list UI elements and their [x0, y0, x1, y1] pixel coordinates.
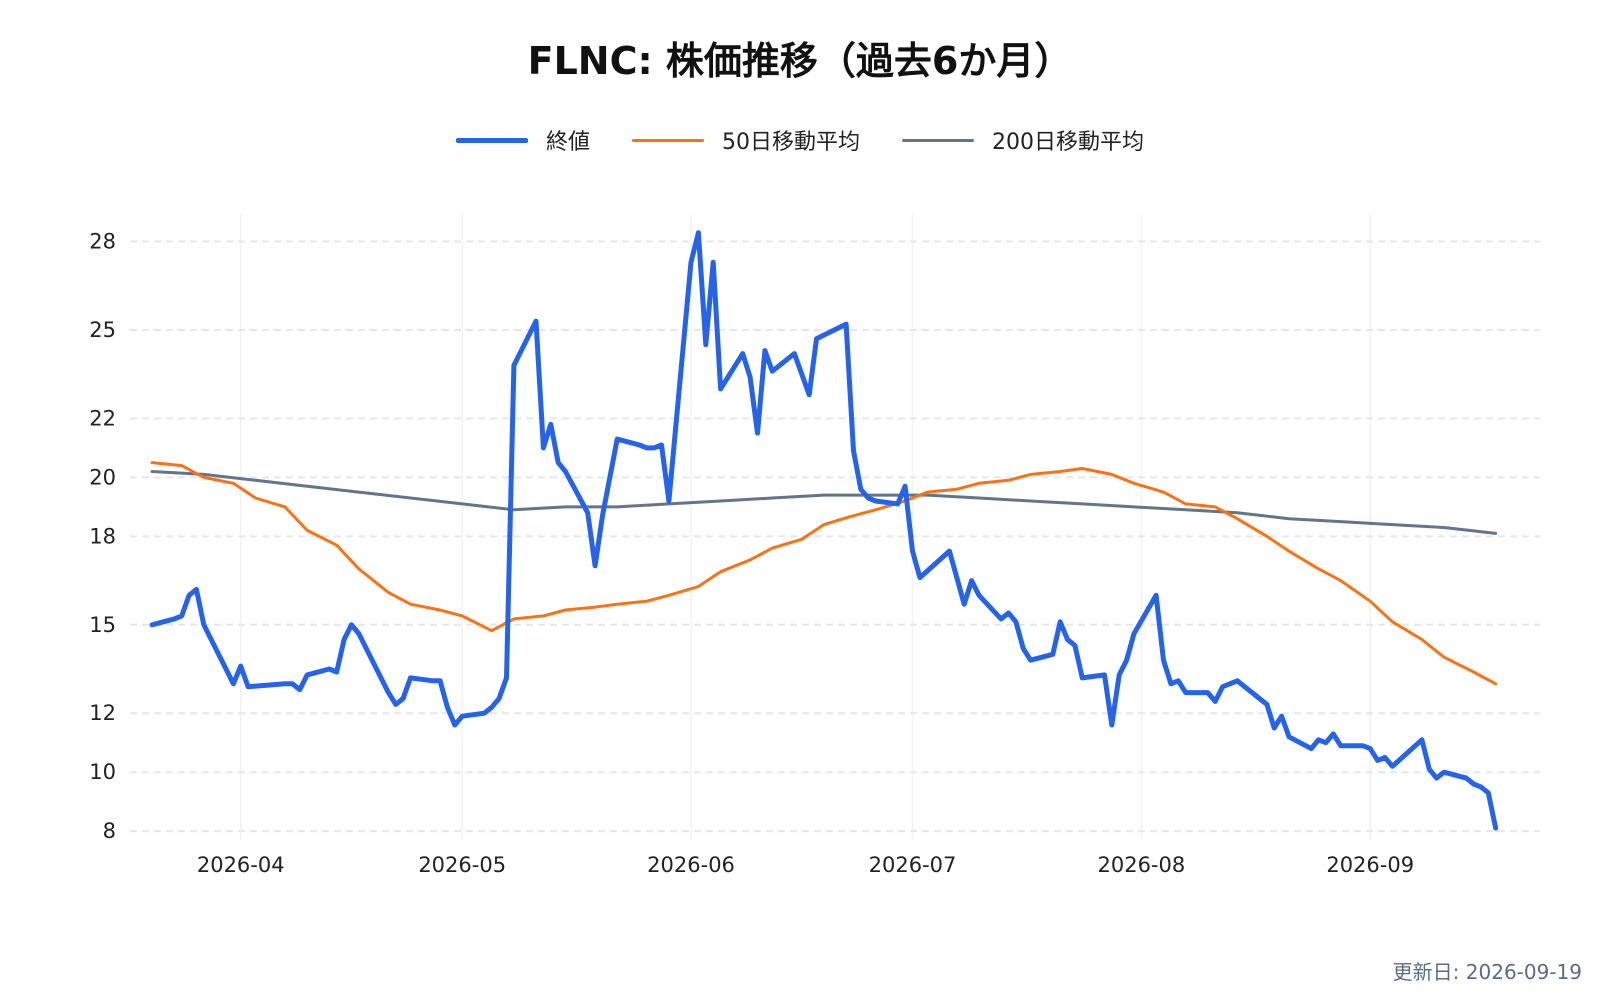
x-tick-label: 2026-08: [1097, 853, 1185, 877]
y-tick-label: 15: [89, 613, 116, 637]
series-line-close: [149, 230, 1499, 831]
legend-label-close: 終値: [545, 130, 590, 155]
x-tick-label: 2026-06: [647, 853, 735, 877]
y-gridlines: [130, 240, 1540, 833]
x-tick-label: 2026-09: [1326, 853, 1414, 877]
y-axis-ticks: 8 10 12 15 18 20 22 25 28: [89, 230, 116, 844]
legend-item-ma200[interactable]: 200日移動平均: [902, 124, 1144, 156]
y-tick-label: 22: [89, 406, 116, 430]
legend-swatch-close: [455, 137, 528, 143]
y-tick-label: 25: [89, 318, 116, 342]
series-line-ma200: [150, 470, 1498, 535]
x-gridlines: [239, 215, 1371, 840]
legend-label-ma50: 50日移動平均: [722, 130, 860, 155]
y-tick-label: 12: [89, 701, 116, 725]
y-tick-label: 10: [89, 760, 116, 784]
series-line-ma50: [150, 461, 1498, 686]
legend-item-close[interactable]: 終値: [455, 124, 590, 156]
legend-item-ma50[interactable]: 50日移動平均: [632, 124, 860, 156]
chart-title: FLNC: 株価推移（過去6か月）: [527, 39, 1073, 83]
y-tick-label: 8: [103, 819, 116, 843]
y-tick-label: 20: [89, 465, 116, 489]
x-tick-label: 2026-04: [197, 853, 285, 877]
legend-label-ma200: 200日移動平均: [992, 130, 1144, 155]
y-tick-label: 28: [89, 230, 116, 254]
y-tick-label: 18: [89, 524, 116, 548]
legend-swatch-ma50: [632, 138, 704, 142]
legend-swatch-ma200: [902, 138, 974, 142]
x-axis-ticks: 2026-04 2026-05 2026-06 2026-07 2026-08 2026-…: [197, 853, 1414, 877]
legend: 終値 50日移動平均 200日移動平均: [0, 124, 1600, 156]
updated-date: 更新日: 2026-09-19: [1392, 960, 1582, 984]
series-lines: [149, 230, 1499, 831]
x-tick-label: 2026-07: [869, 853, 957, 877]
x-tick-label: 2026-05: [418, 853, 506, 877]
